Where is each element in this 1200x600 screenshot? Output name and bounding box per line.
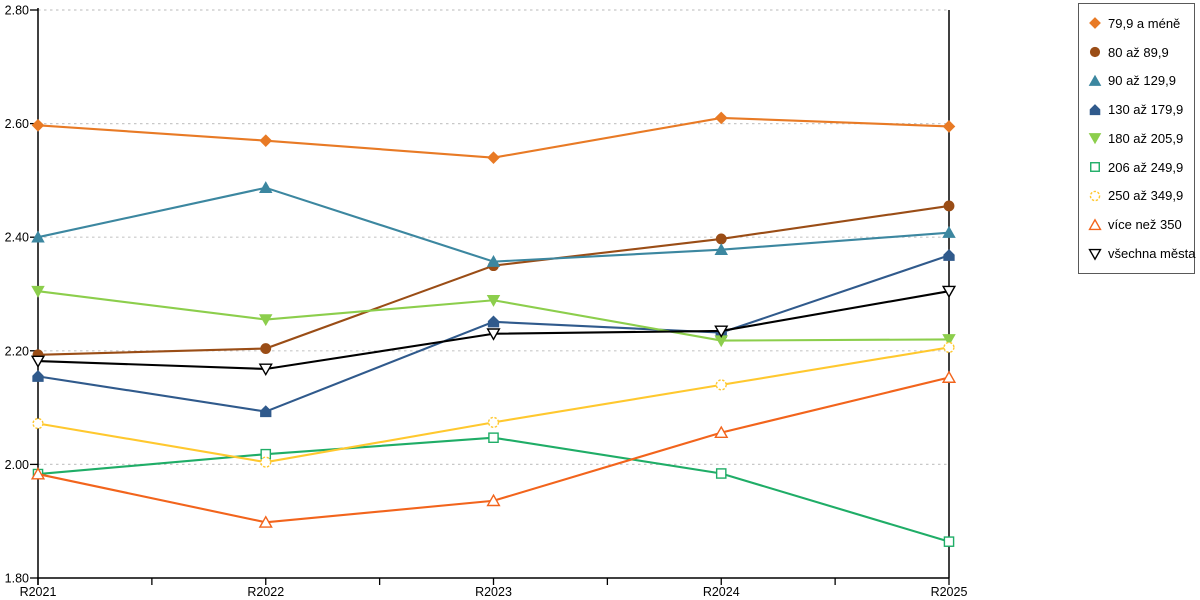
data-point-marker: [943, 200, 955, 212]
data-point-marker: [1088, 74, 1102, 86]
series-triangle-down: [31, 285, 956, 348]
series-pentagon: [32, 249, 955, 418]
legend-triangle-down-icon: [1088, 133, 1102, 145]
data-point-marker: [1089, 103, 1101, 115]
legend-diamond-icon: [1089, 17, 1101, 30]
data-point-marker: [941, 285, 957, 299]
legend-label: 79,9 a méně: [1108, 15, 1181, 31]
x-tick-label: R2025: [931, 585, 968, 599]
x-tick-label: R2022: [247, 585, 284, 599]
series-diamond: [31, 111, 956, 164]
data-point-marker: [259, 134, 273, 147]
data-point-marker: [715, 233, 727, 245]
data-point-marker: [942, 334, 956, 347]
data-point-marker: [260, 456, 272, 468]
legend-label: 206 až 249,9: [1108, 159, 1184, 175]
x-tick-label: R2021: [20, 585, 57, 599]
legend-item: 250 až 349,9: [1088, 188, 1194, 203]
data-point-marker: [715, 468, 727, 479]
legend-square-outline-icon: [1090, 162, 1100, 173]
legend-circle-outline-icon: [1089, 190, 1101, 202]
data-point-marker: [259, 314, 273, 327]
series-line: [37, 436, 950, 543]
y-tick-label: 1.80: [5, 572, 29, 586]
data-point-marker: [31, 230, 45, 243]
legend-label: 80 až 89,9: [1108, 44, 1169, 60]
data-point-marker: [487, 315, 500, 328]
y-tick-label: 2.20: [5, 344, 29, 358]
data-point-marker: [1089, 47, 1101, 58]
legend-triangle-down-outline-icon: [1088, 248, 1102, 261]
legend-item: více než 350: [1088, 217, 1194, 232]
data-point-marker: [487, 416, 500, 428]
series-triangle-down: [30, 285, 957, 376]
legend: 79,9 a méně 80 až 89,9 90 až 129,9 130 a…: [1078, 3, 1195, 274]
legend-item: 206 až 249,9: [1088, 160, 1194, 175]
data-point-marker: [486, 493, 501, 507]
data-point-marker: [1089, 17, 1101, 30]
data-point-marker: [32, 417, 44, 430]
legend-pentagon-icon: [1089, 103, 1101, 115]
legend-label: 180 až 205,9: [1108, 130, 1184, 146]
data-point-marker: [714, 243, 728, 255]
data-point-marker: [30, 467, 46, 480]
data-point-marker: [941, 370, 957, 383]
data-point-marker: [259, 181, 273, 194]
legend-item: 90 až 129,9: [1088, 73, 1194, 88]
data-point-marker: [31, 285, 45, 298]
data-point-marker: [260, 405, 272, 418]
legend-label: 90 až 129,9: [1108, 73, 1176, 89]
data-point-marker: [487, 151, 500, 164]
data-point-marker: [715, 379, 727, 391]
y-tick-label: 2.00: [5, 458, 29, 472]
legend-item: všechna města: [1088, 246, 1196, 261]
data-point-marker: [486, 294, 501, 307]
legend-triangle-up-outline-icon: [1088, 218, 1102, 230]
data-point-marker: [486, 328, 501, 341]
data-point-marker: [260, 343, 272, 354]
data-point-marker: [486, 255, 501, 267]
data-point-marker: [943, 249, 955, 261]
legend-label: 250 až 349,9: [1108, 188, 1184, 204]
data-point-marker: [258, 363, 273, 376]
data-point-marker: [31, 118, 45, 132]
x-tick-label: R2023: [475, 585, 512, 599]
data-point-marker: [1088, 248, 1102, 261]
data-point-marker: [942, 226, 956, 238]
data-point-marker: [488, 432, 499, 443]
data-point-marker: [32, 370, 44, 382]
data-point-marker: [258, 515, 273, 528]
legend-item: 180 až 205,9: [1088, 131, 1194, 146]
data-point-marker: [714, 425, 729, 439]
data-point-marker: [714, 111, 728, 125]
x-tick-label: R2024: [703, 585, 740, 599]
data-point-marker: [1088, 133, 1102, 145]
legend-item: 79,9 a méně: [1088, 16, 1194, 31]
series-circle-dashed: [32, 341, 955, 468]
y-tick-label: 2.40: [5, 231, 29, 245]
legend-label: 130 až 179,9: [1108, 102, 1184, 118]
data-point-marker: [714, 325, 729, 338]
legend-item: 130 až 179,9: [1088, 102, 1194, 117]
y-tick-label: 2.80: [5, 4, 29, 18]
data-point-marker: [1088, 218, 1102, 230]
y-tick-label: 2.60: [5, 117, 29, 131]
data-point-marker: [1089, 190, 1101, 202]
data-point-marker: [943, 536, 955, 547]
series-triangle-up: [31, 181, 956, 267]
data-point-marker: [1090, 162, 1100, 173]
series-square: [32, 432, 955, 547]
legend-label: všechna města: [1108, 246, 1196, 261]
legend-item: 80 až 89,9: [1088, 45, 1194, 60]
data-point-marker: [30, 355, 46, 369]
data-point-marker: [943, 341, 955, 354]
series-line: [37, 346, 950, 464]
data-point-marker: [942, 120, 956, 133]
series-triangle-up: [30, 370, 957, 528]
legend-circle-icon: [1089, 47, 1101, 58]
legend-triangle-up-icon: [1088, 74, 1102, 86]
legend-label: více než 350: [1108, 217, 1182, 233]
